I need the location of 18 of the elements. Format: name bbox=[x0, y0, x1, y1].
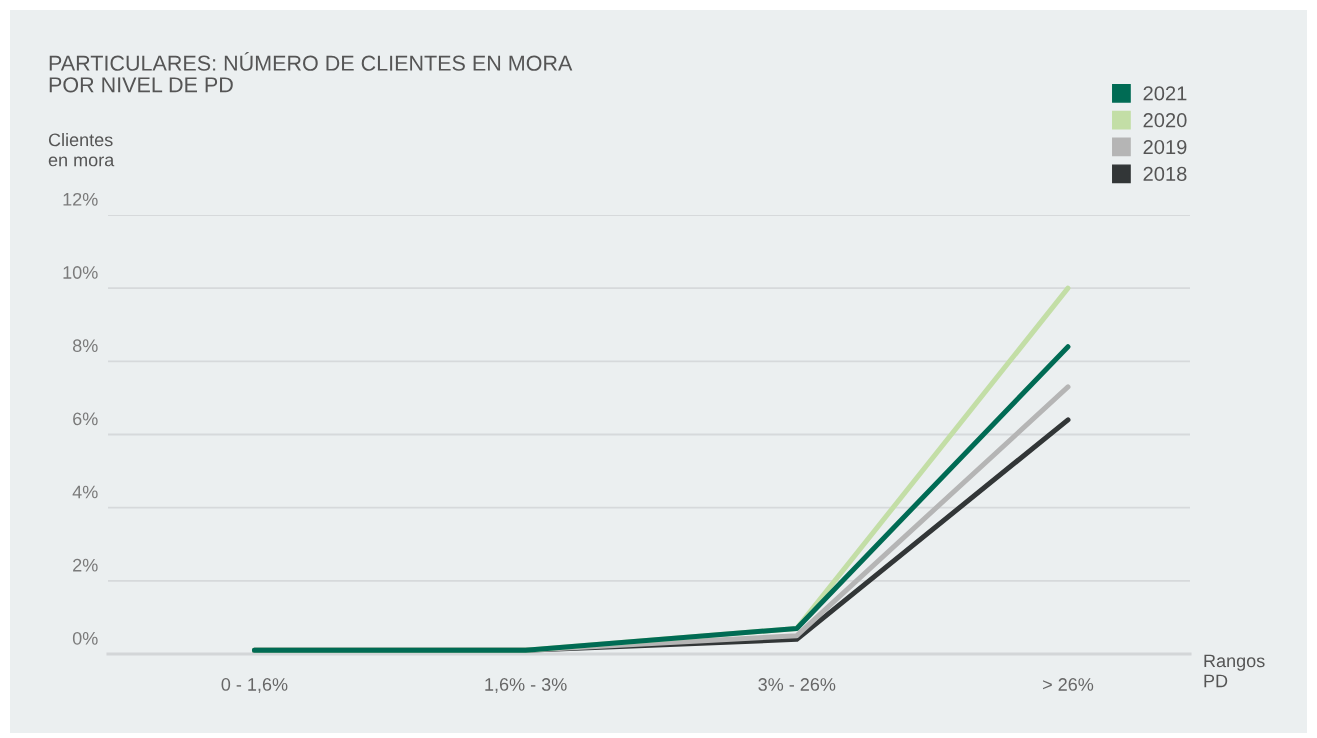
legend-label: 2018 bbox=[1143, 166, 1187, 182]
y-axis-title: Clientes en mora bbox=[48, 133, 115, 167]
y-tick-label: 2% bbox=[73, 558, 98, 572]
x-tick-label: 0 - 1,6% bbox=[221, 678, 288, 694]
y-tick-label: 12% bbox=[63, 192, 98, 206]
x-axis-title: Rangos PD bbox=[1204, 654, 1265, 688]
legend-label: 2020 bbox=[1143, 113, 1187, 128]
y-tick-label: 10% bbox=[63, 266, 98, 279]
y-tick-label: 8% bbox=[72, 339, 98, 353]
chart-title: PARTICULARES: NÚMERO DE CLIENTES EN MORA POR NIVEL DE PD bbox=[49, 51, 573, 93]
x-tick-label: 3% - 26% bbox=[758, 678, 836, 691]
y-tick-label: 4% bbox=[72, 485, 98, 499]
y-tick-label: 0% bbox=[72, 631, 98, 645]
x-tick-label: 1,6% - 3% bbox=[485, 678, 567, 694]
x-tick-label: > 26% bbox=[1043, 678, 1094, 691]
legend-label: 2019 bbox=[1143, 139, 1187, 155]
y-tick-label: 6% bbox=[73, 412, 98, 426]
legend-label: 2021 bbox=[1143, 86, 1187, 101]
